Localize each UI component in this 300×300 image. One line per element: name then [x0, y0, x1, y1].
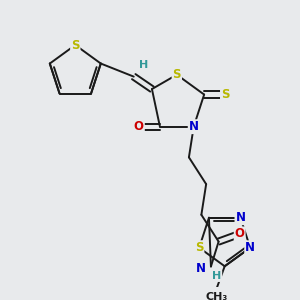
Text: S: S — [71, 38, 80, 52]
Text: O: O — [235, 227, 245, 240]
Text: S: S — [195, 241, 203, 254]
Text: S: S — [221, 88, 230, 101]
Text: N: N — [236, 211, 245, 224]
Text: H: H — [139, 60, 148, 70]
Text: H: H — [212, 271, 221, 281]
Text: O: O — [134, 120, 144, 133]
Text: N: N — [189, 120, 199, 133]
Text: S: S — [172, 68, 181, 81]
Text: N: N — [196, 262, 206, 275]
Text: N: N — [245, 241, 255, 254]
Text: CH₃: CH₃ — [206, 292, 228, 300]
